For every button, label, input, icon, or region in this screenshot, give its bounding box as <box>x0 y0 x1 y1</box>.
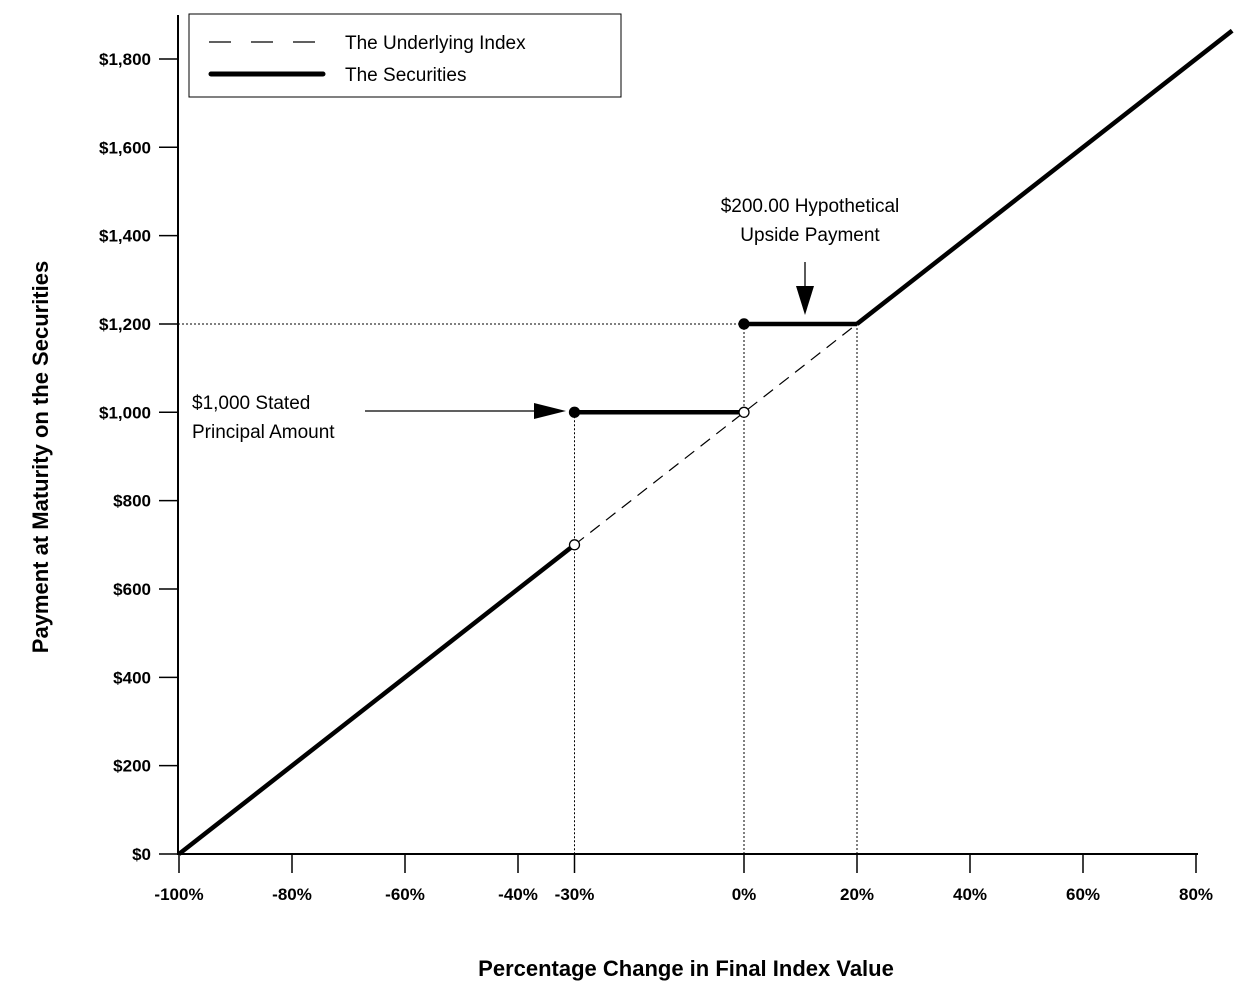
series <box>177 28 1234 856</box>
y-tick-label: $1,800 <box>99 50 151 69</box>
y-tick-label: $1,600 <box>99 138 151 157</box>
y-tick-label: $600 <box>113 580 151 599</box>
x-tick-label: 60% <box>1066 885 1100 904</box>
x-tick-label: -80% <box>272 885 312 904</box>
arrowhead-icon <box>534 403 566 419</box>
x-tick-label: 20% <box>840 885 874 904</box>
y-tick-label: $800 <box>113 492 151 511</box>
x-tick-label: -100% <box>154 885 203 904</box>
legend: The Underlying Index The Securities <box>188 13 622 98</box>
annotation-upside-line2: Upside Payment <box>740 225 880 246</box>
axes: -100% -80% -60% -40% -30% 0% 20% 40% 60% 80% $0 $20… <box>99 15 1213 904</box>
filled-marker <box>568 406 581 418</box>
y-tick-label: $0 <box>132 845 151 864</box>
legend-label-index: The Underlying Index <box>345 33 526 54</box>
annotation-upside-line1: $200.00 Hypothetical <box>721 196 900 217</box>
y-tick-label: $1,200 <box>99 315 151 334</box>
x-tick-label: 80% <box>1179 885 1213 904</box>
legend-label-securities: The Securities <box>345 65 466 86</box>
x-axis-title: Percentage Change in Final Index Value <box>478 956 894 981</box>
x-tick-label: 40% <box>953 885 987 904</box>
filled-marker <box>738 318 750 330</box>
y-tick-label: $400 <box>113 668 151 687</box>
annotation-principal-line1: $1,000 Stated <box>192 393 310 414</box>
underlying-index-line <box>574 323 858 546</box>
securities-segment <box>177 543 576 856</box>
open-marker <box>738 406 750 418</box>
x-tick-label: -40% <box>498 885 538 904</box>
arrowhead-icon <box>796 286 814 315</box>
legend-box <box>188 13 622 98</box>
x-tick-label: -60% <box>385 885 425 904</box>
x-tick-label: 0% <box>732 885 757 904</box>
y-tick-label: $1,400 <box>99 227 151 246</box>
annotations: $1,000 Stated Principal Amount $200.00 Hyp… <box>192 196 899 443</box>
y-tick-label: $200 <box>113 757 151 776</box>
y-tick-label: $1,000 <box>99 403 151 422</box>
markers <box>568 318 750 551</box>
annotation-principal-line2: Principal Amount <box>192 422 335 443</box>
open-marker <box>568 539 581 551</box>
x-tick-label: -30% <box>555 885 595 904</box>
securities-segment <box>855 28 1234 326</box>
y-axis-title: Payment at Maturity on the Securities <box>28 261 53 653</box>
